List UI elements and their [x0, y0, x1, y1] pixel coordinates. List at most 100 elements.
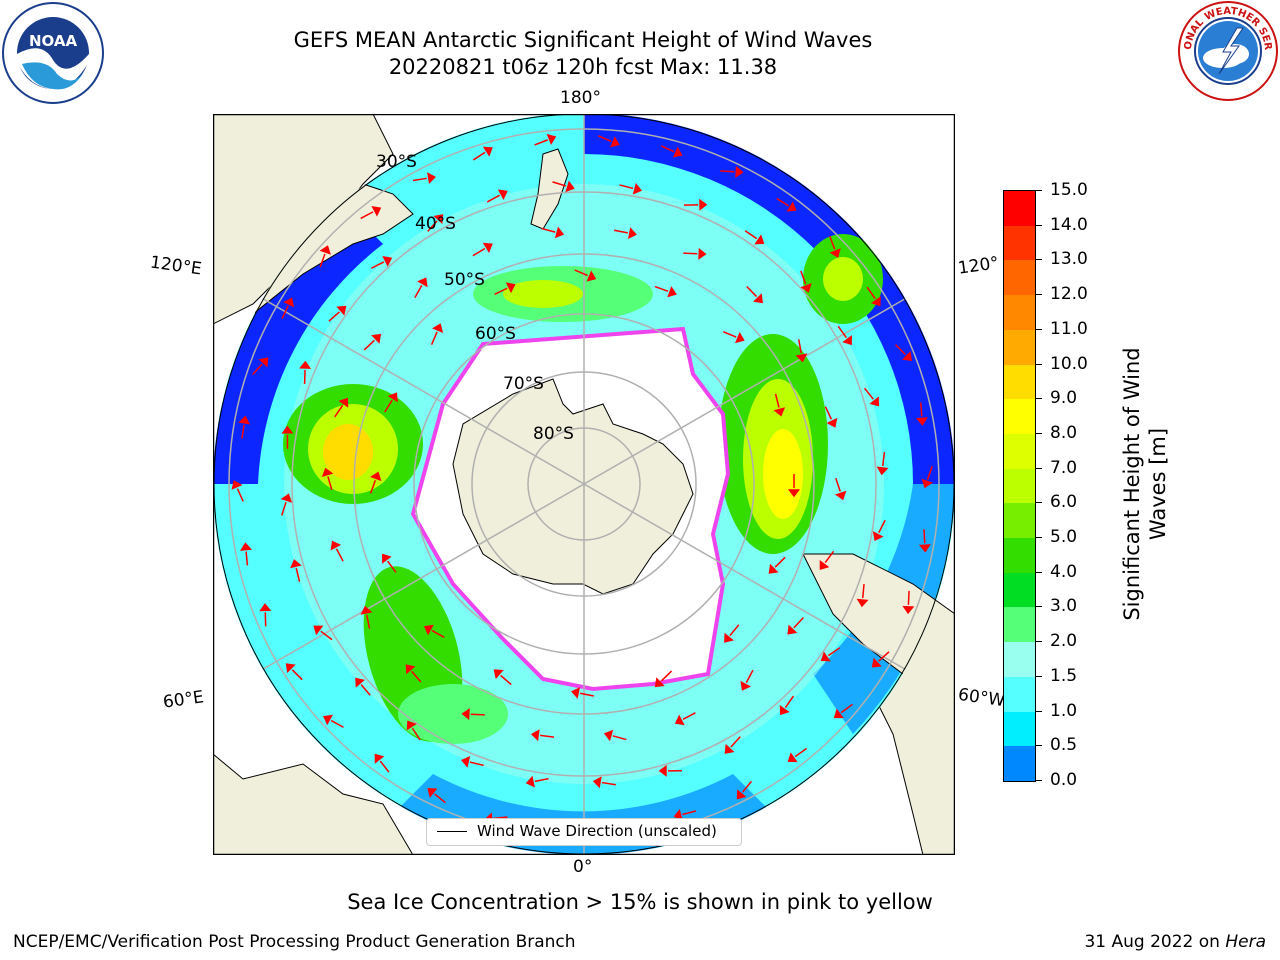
wave-direction-arrowhead: [355, 677, 365, 688]
wave-direction-arrowhead: [673, 808, 683, 821]
colorbar-tick-mark: [1035, 398, 1042, 400]
colorbar-band: [1004, 295, 1035, 331]
wave-direction-arrow: [660, 670, 673, 682]
wave-direction-arrow: [744, 230, 758, 240]
wave-direction-arrowhead: [753, 293, 763, 304]
wave-direction-arrowhead: [405, 664, 416, 675]
wave-direction-arrowhead: [336, 305, 347, 316]
wave-direction-arrow: [601, 781, 616, 786]
wave-direction-arrowhead: [698, 247, 707, 260]
wave-direction-arrow: [861, 584, 865, 599]
wave-direction-arrow: [369, 479, 377, 494]
wave-direction-arrowhead: [525, 775, 535, 788]
wave-direction-arrow: [881, 452, 886, 467]
wave-direction-arrowhead: [432, 323, 444, 334]
wave-direction-arrowhead: [788, 489, 800, 498]
wave-direction-arrowhead: [915, 417, 928, 426]
wave-direction-arrowhead: [787, 752, 798, 763]
wave-direction-arrow: [281, 305, 289, 319]
wave-direction-arrow: [534, 139, 548, 146]
wave-direction-arrowhead: [632, 182, 643, 195]
colorbar-band: [1004, 433, 1035, 470]
wave-direction-arrowhead: [627, 227, 637, 240]
wave-direction-arrow: [328, 311, 340, 322]
colorbar-tick-label: 10.0: [1050, 353, 1088, 374]
wave-direction-arrowhead: [238, 415, 251, 425]
colorbar-tick-label: 1.5: [1050, 665, 1078, 686]
wave-direction-arrow: [824, 406, 833, 420]
wave-direction-arrow: [291, 669, 303, 681]
wave-direction-arrowhead: [699, 198, 708, 211]
wave-direction-arrowhead: [505, 282, 516, 294]
colorbar-band: [1004, 711, 1035, 747]
wave-direction-arrowhead: [856, 598, 869, 608]
wave-direction-arrowhead: [667, 286, 677, 298]
colorbar-band: [1004, 260, 1035, 296]
wave-direction-arrowhead: [565, 180, 575, 193]
wave-direction-arrow: [613, 229, 628, 234]
colorbar-band: [1004, 225, 1035, 261]
wave-direction-arrowhead: [610, 136, 620, 148]
wave-direction-arrow: [907, 590, 910, 605]
colorbar-tick-label: 3.0: [1050, 596, 1078, 617]
wave-direction-arrow: [654, 285, 669, 293]
wave-direction-arrow: [824, 550, 835, 564]
lat-label-40s: 40°S: [415, 214, 456, 234]
wave-direction-arrowhead: [423, 624, 434, 636]
chart-subtitle: 20220821 t06z 120h fcst Max: 11.38: [388, 55, 778, 79]
colorbar-tick-mark: [1035, 606, 1042, 608]
colorbar-tick-label: 11.0: [1050, 318, 1088, 339]
wave-direction-arrowhead: [800, 283, 812, 293]
wave-direction-arrowhead: [740, 680, 752, 691]
wave-direction-arrow: [363, 339, 375, 351]
wave-direction-arrow: [427, 220, 438, 232]
wave-direction-arrowhead: [902, 605, 915, 615]
wave-direction-arrow: [776, 197, 790, 207]
wave-direction-arrowhead: [724, 632, 734, 643]
wave-direction-arrow: [472, 151, 486, 161]
lon-label-180: 180°: [560, 88, 601, 108]
wave-direction-arrow: [800, 270, 807, 285]
wave-direction-arrowhead: [842, 335, 852, 346]
wave-direction-arrowhead: [674, 714, 685, 726]
colorbar-tick-label: 4.0: [1050, 561, 1078, 582]
wave-direction-arrow: [295, 567, 301, 582]
wave-direction-arrowhead: [902, 351, 912, 362]
colorbar-tick-label: 5.0: [1050, 527, 1078, 548]
wave-direction-arrow: [742, 780, 753, 793]
colorbar-tick-mark: [1035, 467, 1042, 469]
wave-direction-arrows: [231, 133, 933, 835]
wave-direction-arrow: [730, 736, 741, 748]
wave-direction-arrowhead: [724, 743, 735, 754]
wave-direction-arrow: [829, 235, 836, 250]
colorbar-band: [1004, 642, 1035, 678]
wave-direction-arrowhead: [280, 493, 293, 503]
colorbar-tick-label: 0.5: [1050, 735, 1078, 756]
wave-direction-arrow: [384, 399, 393, 413]
wave-direction-arrow: [552, 181, 567, 187]
colorbar-tick-label: 13.0: [1050, 249, 1088, 270]
wave-direction-arrowhead: [433, 214, 444, 225]
wave-direction-arrow: [926, 466, 933, 480]
wave-direction-arrow: [360, 684, 371, 696]
wave-direction-arrow: [878, 651, 890, 662]
colorbar-tick-mark: [1035, 502, 1042, 504]
wave-direction-arrowhead: [382, 553, 392, 564]
wave-direction-arrowhead: [482, 146, 493, 157]
wave-direction-arrow: [729, 624, 740, 637]
wave-direction-arrow: [411, 727, 421, 741]
colorbar-band: [1004, 503, 1035, 539]
wave-direction-arrowhead: [779, 705, 790, 716]
wave-direction-arrow: [430, 331, 438, 346]
wave-direction-arrowhead: [833, 708, 844, 719]
wave-direction-arrow: [327, 476, 333, 491]
wave-direction-arrow: [541, 227, 556, 233]
wave-direction-arrow: [412, 177, 427, 182]
wave-direction-arrowhead: [658, 764, 667, 777]
colorbar-tick-mark: [1035, 363, 1042, 365]
wave-direction-arrowhead: [461, 708, 470, 721]
wave-direction-arrowhead: [754, 234, 765, 245]
wave-direction-arrowhead: [795, 353, 808, 363]
wave-direction-arrowhead: [259, 603, 272, 612]
wave-direction-arrowhead: [871, 657, 882, 668]
